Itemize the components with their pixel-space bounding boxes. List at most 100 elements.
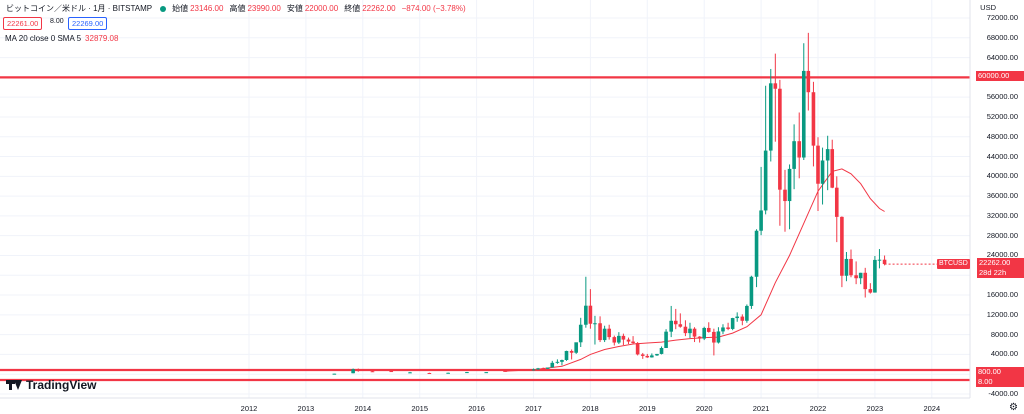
candle-body [550,362,555,368]
candle-body [702,327,706,339]
price-tick-label: 16000.00 [986,290,1018,300]
candle-body [863,272,868,290]
candle-body [854,275,858,279]
time-tick-label: 2012 [240,404,258,413]
buy-price-button[interactable]: 22269.00 [68,17,108,30]
candle-body [408,372,412,374]
change-value: −874.00 (−3.78%) [401,4,466,13]
candle-body [531,369,536,371]
time-tick-label: 2023 [866,404,884,413]
high-value: 23990.00 [247,4,281,13]
candle-body [716,331,721,343]
candle-body [787,168,792,202]
price-tick-label: 28000.00 [986,230,1018,240]
price-tick-label: -4000.00 [988,389,1018,398]
candle-body [626,339,631,342]
candle-body [749,276,754,306]
candle-body [588,305,593,324]
price-tick-label: 4000.00 [990,349,1018,359]
price-tick-label: 8000.00 [990,329,1018,339]
candle-body [621,335,626,340]
price-tick-label: 36000.00 [986,191,1018,201]
low-value: 22000.00 [304,4,339,13]
time-tick-label: 2021 [752,404,770,413]
candle-body [427,372,432,374]
candle-body [882,259,887,265]
time-tick-label: 2019 [638,404,656,413]
symbol-price-tag: BTCUSD [937,259,970,269]
price-tick-label: 72000.00 [986,13,1018,22]
sell-price-button[interactable]: 22261.00 [3,17,43,30]
candle-body [655,353,659,356]
brand-name: TradingView [26,378,97,392]
time-tick-label: 2022 [809,404,827,413]
candle-body [598,323,602,341]
candle-body [783,189,787,202]
symbol-title[interactable]: ビットコイン／米ドル · 1月 · BITSTAMP [6,4,153,13]
spread-value: 8.00 [50,18,64,25]
candle-body [612,337,617,343]
indicator-legend[interactable]: MA 20 close 0 SMA 5 32879.08 [5,34,118,43]
indicator-label: MA 20 close 0 SMA 5 [5,34,82,43]
price-tick-label: 32000.00 [986,210,1018,220]
chart-grid [0,0,970,398]
price-tick-label: 44000.00 [986,151,1018,161]
candle-body [446,372,450,374]
candle-body [726,327,730,329]
last-price-value: 22262.00 [979,258,1011,267]
candle-body [759,210,763,231]
time-tick-label: 2020 [695,404,713,413]
candle-body [735,316,740,319]
candle-body [635,343,640,355]
candle-body [617,335,621,343]
candle-body [773,83,778,89]
candle-body [351,369,355,374]
candle-body [669,320,673,332]
tradingview-logo[interactable]: TradingView [6,378,96,392]
close-label: 終値 [344,4,361,13]
candle-body [560,360,564,362]
candle-body [650,355,654,358]
time-tick-label: 2015 [411,404,429,413]
open-value: 23146.00 [190,4,224,13]
candle-body [840,216,844,276]
candle-body [678,324,683,327]
candle-body [830,149,835,188]
price-tick-label: 64000.00 [986,52,1018,62]
candle-body [631,341,635,344]
candle-body [792,141,796,169]
candle-body [692,328,697,337]
candle-body [564,350,569,361]
chart-header: ビットコイン／米ドル · 1月 · BITSTAMP 始値 23146.00 高… [6,3,466,14]
indicator-value: 32879.08 [85,34,119,43]
candle-body [593,323,597,325]
level-label-8: 8.00 [976,377,1024,387]
candle-body [584,305,588,325]
candle-body [503,370,507,372]
time-tick-label: 2024 [923,404,941,413]
candle-body [545,367,550,369]
candle-body [607,328,611,338]
candle-body [555,361,560,363]
level-label-800: 800.00 [976,367,1024,377]
candle-body [834,187,839,217]
candle-body [868,289,873,293]
candle-body [640,354,645,356]
currency-label[interactable]: USD [980,3,996,12]
price-tick-label: 48000.00 [986,131,1018,141]
gear-icon[interactable]: ⚙ [1009,402,1018,413]
candle-body [820,160,825,184]
low-label: 安値 [286,4,303,13]
time-tick-label: 2013 [297,404,315,413]
candle-body [673,320,678,325]
candle-body [858,272,863,279]
candle-body [797,141,802,158]
candle-body [602,328,607,341]
high-label: 高値 [229,4,246,13]
candle-body [740,316,745,321]
level-label-60000: 60000.00 [976,71,1024,81]
candle-body [465,372,469,374]
candle-body [569,350,574,353]
close-value: 22262.00 [362,4,396,13]
